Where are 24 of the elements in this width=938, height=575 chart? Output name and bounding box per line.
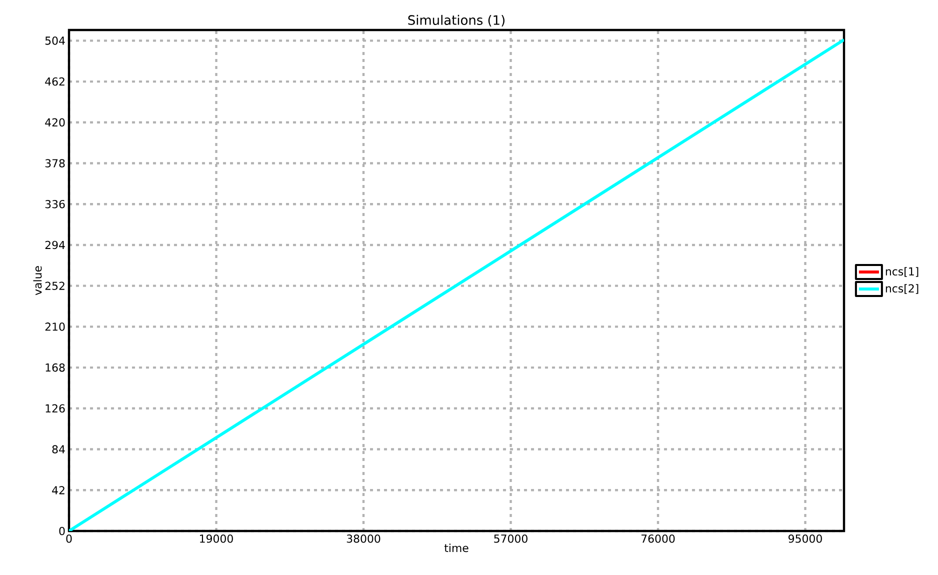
- y-tick-label: 42: [52, 486, 64, 494]
- y-tick-label: 462: [45, 77, 64, 86]
- y-tick-label: 294: [45, 240, 65, 250]
- y-tick-label: 504: [45, 36, 65, 45]
- x-tick-label: 19000: [200, 534, 233, 543]
- y-tick-label: 420: [45, 118, 65, 127]
- legend-label: ncs[2]: [886, 284, 918, 294]
- y-tick-label: 210: [45, 322, 65, 331]
- chart-title: Simulations (1): [408, 14, 504, 26]
- y-tick-label: 84: [52, 445, 65, 454]
- y-tick-label: 126: [46, 404, 65, 413]
- y-tick-label: 252: [45, 282, 64, 290]
- y-tick-label: 168: [46, 363, 65, 372]
- x-axis-title: time: [444, 544, 468, 552]
- y-axis-title: value: [33, 266, 42, 296]
- x-tick-label: 95000: [788, 534, 822, 543]
- x-tick-label: 76000: [641, 534, 675, 543]
- y-tick-label: 0: [59, 526, 65, 536]
- x-tick-label: 38000: [346, 534, 380, 543]
- x-tick-label: 0: [66, 534, 72, 543]
- legend-label: ncs[1]: [886, 267, 918, 277]
- x-tick-label: 57000: [494, 534, 528, 543]
- y-tick-label: 336: [45, 200, 65, 208]
- y-tick-label: 378: [45, 159, 65, 168]
